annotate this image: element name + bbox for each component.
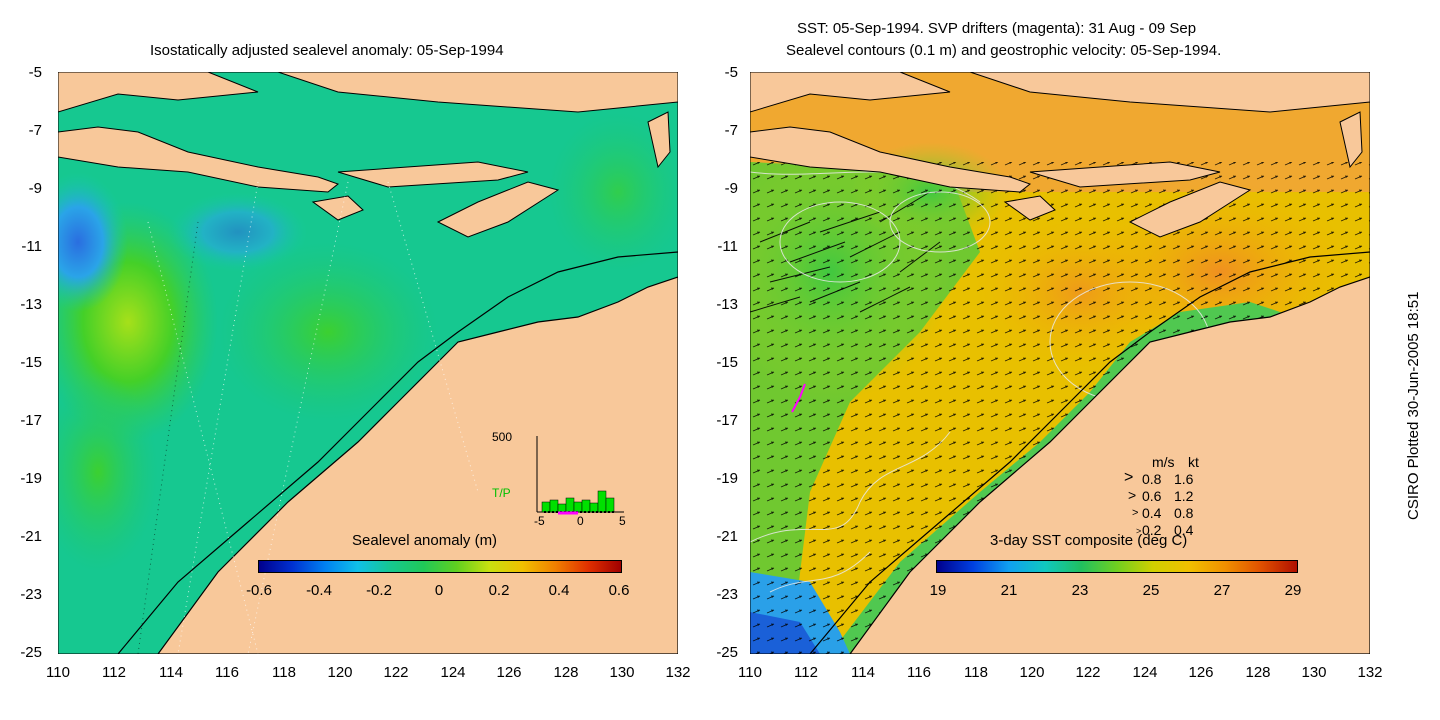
y-tick: -5 — [724, 64, 738, 81]
colorbar-tick: 0.4 — [548, 582, 570, 599]
x-tick: 112 — [102, 664, 126, 681]
y-tick: -23 — [20, 586, 42, 603]
inset-xtick: 5 — [619, 514, 626, 528]
plot-credit: CSIRO Plotted 30-Jun-2005 18:51 — [1405, 291, 1422, 520]
y-tick: -15 — [716, 354, 738, 371]
velocity-key: m/s kt > 0.8 1.6 > 0.6 1.2 > 0.4 0.8 > 0… — [1122, 454, 1232, 539]
colorbar-tick: 21 — [1000, 582, 1018, 599]
velocity-key-header-kt: kt — [1188, 454, 1199, 470]
y-tick: -13 — [20, 296, 42, 313]
x-tick: 130 — [1301, 664, 1327, 681]
y-tick: -9 — [28, 180, 42, 197]
x-tick: 126 — [1188, 664, 1214, 681]
inset-xtick: -5 — [534, 514, 545, 528]
left-colorbar — [258, 560, 622, 573]
x-tick: 126 — [496, 664, 522, 681]
y-tick: -19 — [20, 470, 42, 487]
left-colorbar-label: Sealevel anomaly (m) — [352, 532, 498, 549]
y-tick: -9 — [724, 180, 738, 197]
x-tick: 132 — [1357, 664, 1383, 681]
x-tick: 112 — [794, 664, 818, 681]
arrow-icon: > — [1136, 526, 1142, 536]
x-tick: 116 — [215, 664, 239, 681]
x-tick: 124 — [1132, 664, 1158, 681]
y-tick: -21 — [716, 528, 738, 545]
y-tick: -11 — [21, 238, 42, 255]
y-tick: -5 — [28, 64, 42, 81]
velocity-key-ms: 0.2 — [1142, 522, 1162, 538]
x-tick: 116 — [907, 664, 931, 681]
tp-histogram-inset — [536, 436, 624, 515]
colorbar-tick: 19 — [929, 582, 947, 599]
colorbar-tick: 27 — [1213, 582, 1231, 599]
right-panel-title-line2: Sealevel contours (0.1 m) and geostrophi… — [786, 42, 1222, 59]
y-tick: -19 — [716, 470, 738, 487]
velocity-key-ms: 0.6 — [1142, 488, 1162, 504]
colorbar-tick: -0.4 — [306, 582, 332, 599]
velocity-key-kt: 1.6 — [1174, 471, 1194, 487]
x-tick: 130 — [609, 664, 635, 681]
right-panel-title-line1: SST: 05-Sep-1994. SVP drifters (magenta)… — [797, 20, 1197, 37]
y-tick: -15 — [20, 354, 42, 371]
x-tick: 122 — [1075, 664, 1101, 681]
right-colorbar-label: 3-day SST composite (deg C) — [990, 532, 1188, 549]
y-tick: -7 — [724, 122, 738, 139]
x-tick: 122 — [383, 664, 409, 681]
colorbar-tick: 0.2 — [488, 582, 510, 599]
arrow-icon: > — [1128, 487, 1137, 503]
right-colorbar — [936, 560, 1298, 573]
velocity-key-kt: 1.2 — [1174, 488, 1194, 504]
x-tick: 110 — [738, 664, 762, 681]
x-tick: 114 — [159, 664, 183, 681]
colorbar-tick: 0.6 — [608, 582, 630, 599]
x-tick: 110 — [46, 664, 70, 681]
velocity-key-kt: 0.4 — [1174, 522, 1194, 538]
y-tick: -7 — [28, 122, 42, 139]
y-tick: -11 — [717, 238, 738, 255]
y-tick: -17 — [20, 412, 42, 429]
y-tick: -13 — [716, 296, 738, 313]
x-tick: 118 — [964, 664, 988, 681]
velocity-key-ms: 0.4 — [1142, 505, 1162, 521]
x-tick: 124 — [440, 664, 466, 681]
y-tick: -25 — [716, 644, 738, 661]
inset-xtick: 0 — [577, 514, 584, 528]
arrow-icon: > — [1124, 469, 1134, 486]
x-tick: 132 — [665, 664, 691, 681]
colorbar-tick: 29 — [1284, 582, 1302, 599]
x-tick: 120 — [327, 664, 353, 681]
y-tick: -17 — [716, 412, 738, 429]
inset-ymax-label: 500 — [492, 430, 513, 444]
colorbar-tick: 25 — [1142, 582, 1160, 599]
colorbar-tick: 23 — [1071, 582, 1089, 599]
y-tick: -25 — [20, 644, 42, 661]
arrow-icon: > — [1132, 507, 1139, 519]
x-tick: 128 — [1245, 664, 1271, 681]
left-panel-title: Isostatically adjusted sealevel anomaly:… — [150, 42, 504, 59]
colorbar-tick: -0.6 — [246, 582, 272, 599]
velocity-key-header-ms: m/s — [1152, 454, 1175, 470]
velocity-key-kt: 0.8 — [1174, 505, 1194, 521]
colorbar-tick: 0 — [434, 582, 444, 599]
y-tick: -23 — [716, 586, 738, 603]
velocity-key-ms: 0.8 — [1142, 471, 1162, 487]
inset-series-label: T/P — [492, 486, 511, 500]
x-tick: 128 — [553, 664, 579, 681]
x-tick: 114 — [851, 664, 875, 681]
x-tick: 118 — [272, 664, 296, 681]
x-tick: 120 — [1019, 664, 1045, 681]
y-tick: -21 — [20, 528, 42, 545]
colorbar-tick: -0.2 — [366, 582, 392, 599]
